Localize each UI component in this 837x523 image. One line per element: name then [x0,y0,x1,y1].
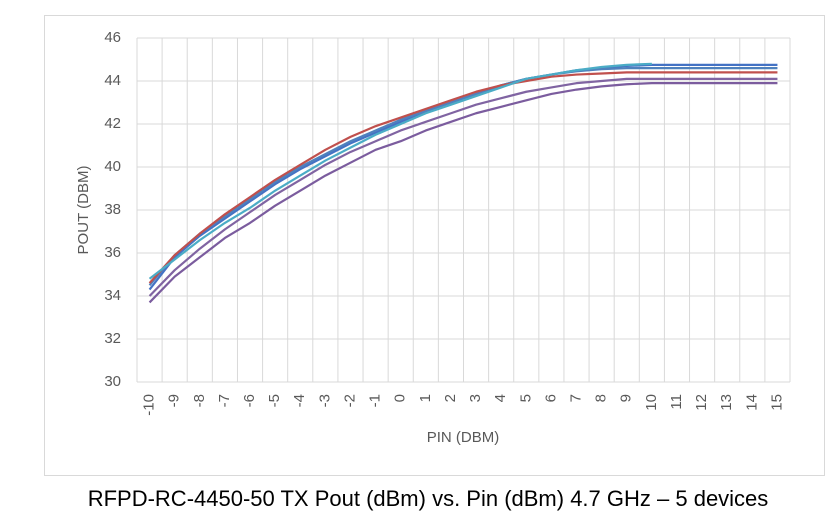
x-tick-label: -5 [266,394,283,407]
series-line [148,71,778,284]
chart-frame [44,15,825,476]
x-tick-label: -9 [166,394,183,407]
series-line [148,77,778,297]
y-tick-label: 44 [104,72,121,89]
y-tick-label: 32 [104,330,121,347]
y-tick-label: 30 [104,373,121,390]
x-tick-label: 0 [392,394,409,402]
x-tick-label: 3 [467,394,484,402]
x-axis-title: PIN (DBM) [427,429,500,446]
series-line [148,82,778,304]
x-tick-label: 6 [542,394,559,402]
y-tick-label: 36 [104,244,121,261]
series-line [148,67,778,286]
x-tick-label: -3 [316,394,333,407]
x-tick-label: 10 [643,394,660,411]
x-tick-label: 15 [768,394,785,411]
x-tick-label: -6 [241,394,258,407]
y-tick-label: 38 [104,201,121,218]
x-tick-label: -8 [191,394,208,407]
y-tick-label: 42 [104,115,121,132]
x-tick-label: -10 [141,394,158,416]
x-tick-label: 7 [567,394,584,402]
x-tick-label: 5 [517,394,534,402]
x-tick-label: 9 [618,394,635,402]
x-tick-label: 8 [593,394,610,402]
x-tick-label: 1 [417,394,434,402]
x-tick-label: 2 [442,394,459,402]
x-tick-label: 11 [668,394,685,410]
x-tick-label: 12 [693,394,710,411]
y-tick-label: 34 [104,287,121,304]
x-tick-label: 4 [492,394,509,402]
series-line [148,62,652,280]
y-tick-label: 40 [104,158,121,175]
x-tick-label: 13 [718,394,735,411]
x-tick-label: -4 [291,394,308,407]
x-tick-label: -2 [341,394,358,407]
y-axis-title: POUT (DBM) [75,166,92,255]
caption: RFPD-RC-4450-50 TX Pout (dBm) vs. Pin (d… [88,486,769,511]
x-tick-label: -1 [367,394,384,407]
y-tick-label: 46 [104,29,121,46]
x-tick-label: -7 [216,394,233,407]
x-tick-label: 14 [743,394,760,411]
